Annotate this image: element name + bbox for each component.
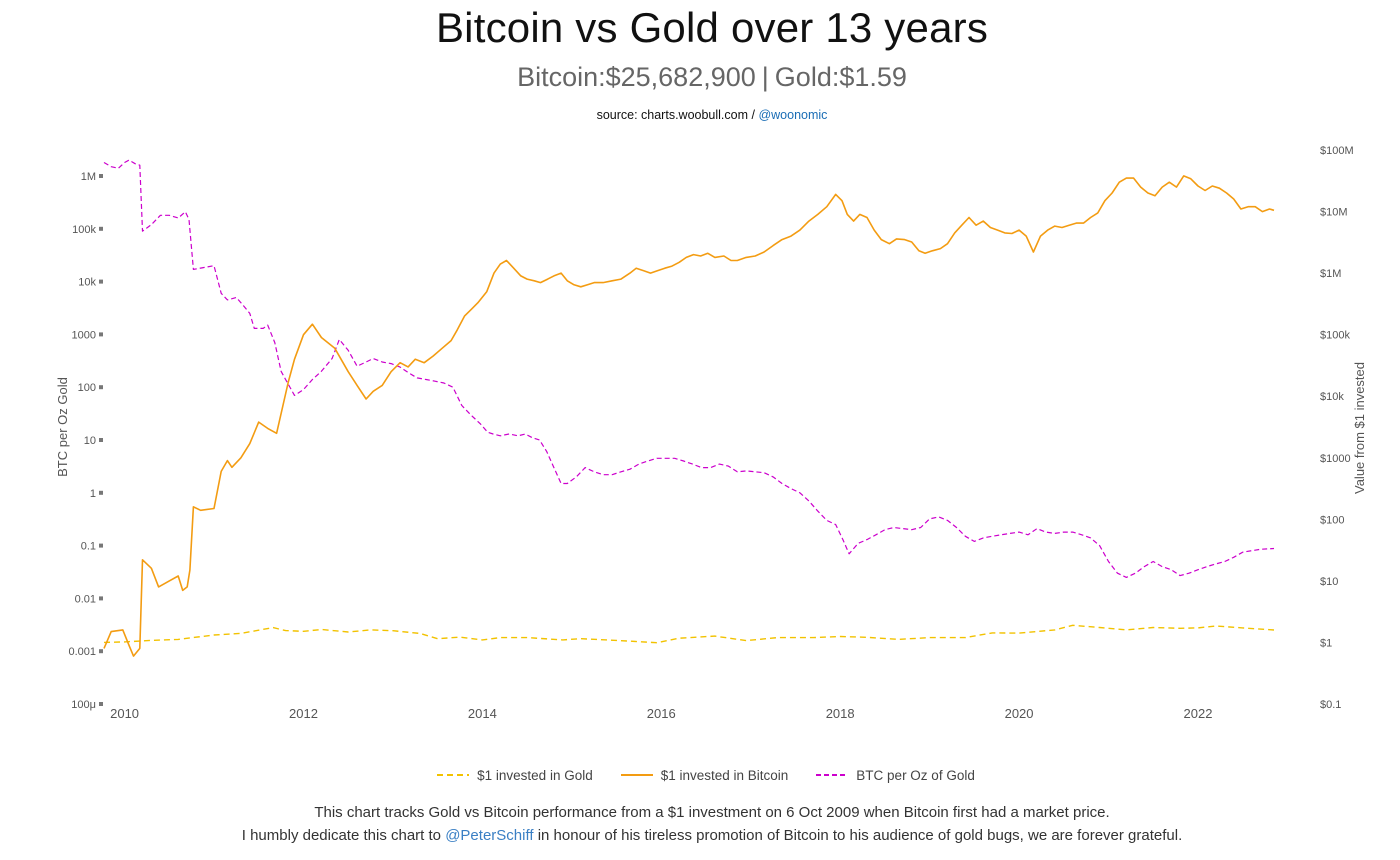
x-tick-label: 2016 xyxy=(647,706,676,721)
legend-label: $1 invested in Gold xyxy=(477,767,593,783)
chart-title: Bitcoin vs Gold over 13 years xyxy=(435,4,989,51)
footnote-line-2: I humbly dedicate this chart to @PeterSc… xyxy=(0,827,1400,844)
y-right-tick-label: $100 xyxy=(1320,514,1344,526)
y-left-tick-mark xyxy=(99,649,103,654)
series-btc-per-oz-line xyxy=(103,159,1275,578)
legend-item-gold[interactable]: $1 invested in Gold xyxy=(437,768,593,783)
y-left-tick-mark xyxy=(99,490,103,495)
chart-subtitle: Bitcoin:$25,682,900 | Gold:$1.59 xyxy=(0,62,1400,93)
y-left-tick-label: 1 xyxy=(90,488,96,500)
y-left-tick-label: 0.001 xyxy=(68,646,96,658)
y-right-tick-label: $0.1 xyxy=(1320,699,1341,711)
y-right-tick-label: $10M xyxy=(1320,207,1348,219)
x-tick-label: 2012 xyxy=(289,706,318,721)
legend-label: BTC per Oz of Gold xyxy=(856,767,975,783)
legend-swatch xyxy=(620,774,653,776)
y-left-tick-label: 1000 xyxy=(72,329,96,341)
y-right-axis-title: Value from $1 invested xyxy=(1352,362,1367,494)
chart-legend: $1 invested in Gold $1 invested in Bitcoi… xyxy=(0,764,1400,783)
legend-label: $1 invested in Bitcoin xyxy=(660,767,789,783)
y-left-tick-label: 0.01 xyxy=(75,593,96,605)
y-left-tick-label: 10 xyxy=(84,435,96,447)
source-line: source: charts.woobull.com / @woonomic xyxy=(0,108,1400,122)
x-tick-label: 2018 xyxy=(826,706,855,721)
source-link[interactable]: @woonomic xyxy=(758,108,828,122)
footnote-line-1: This chart tracks Gold vs Bitcoin perfor… xyxy=(314,804,1110,821)
y-right-tick-label: $100k xyxy=(1320,330,1350,342)
x-tick-label: 2010 xyxy=(110,706,139,721)
y-left-tick-label: 1M xyxy=(81,171,96,183)
footnote-prefix: I humbly dedicate this chart to xyxy=(241,827,442,844)
x-tick-label: 2014 xyxy=(468,706,497,721)
legend-swatch xyxy=(437,774,470,776)
y-left-tick-mark xyxy=(99,438,103,442)
y-left-tick-label: 100μ xyxy=(71,699,96,711)
y-left-tick-mark xyxy=(99,226,103,231)
x-tick-label: 2020 xyxy=(1005,706,1034,721)
subtitle-gold-value: Gold:$1.59 xyxy=(774,62,907,92)
legend-swatch xyxy=(816,774,849,776)
legend-item-btc-per-oz[interactable]: BTC per Oz of Gold xyxy=(816,768,975,783)
series-bitcoin-line xyxy=(103,175,1275,657)
y-left-tick-mark xyxy=(99,174,103,178)
chart-canvas: 1M 100k 10k 1000 100 10 1 0.1 0.01 0.001 100μ $100M… xyxy=(55,145,1367,721)
subtitle-separator: | xyxy=(761,62,769,92)
y-left-axis-title: BTC per Oz Gold xyxy=(55,377,70,477)
y-left-tick-mark xyxy=(99,543,103,548)
y-right-tick-label: $10k xyxy=(1320,391,1344,403)
legend-item-bitcoin[interactable]: $1 invested in Bitcoin xyxy=(620,767,789,783)
peterschiff-link[interactable]: @PeterSchiff xyxy=(445,827,534,844)
subtitle-bitcoin-value: Bitcoin:$25,682,900 xyxy=(517,62,756,92)
y-left-tick-mark xyxy=(99,332,103,337)
y-right-tick-label: $1M xyxy=(1320,268,1341,280)
y-left-tick-mark xyxy=(99,279,103,284)
y-right-tick-label: $1 xyxy=(1320,637,1332,649)
y-left-tick-mark xyxy=(99,702,103,706)
y-left-tick-mark xyxy=(99,385,103,390)
footnote-suffix: in honour of his tireless promotion of B… xyxy=(537,827,1183,844)
y-left-tick-mark xyxy=(99,596,103,601)
y-right-tick-label: $1000 xyxy=(1320,453,1351,465)
y-left-tick-label: 100k xyxy=(72,224,96,236)
series-gold-line xyxy=(103,624,1275,644)
y-right-tick-label: $100M xyxy=(1320,145,1354,157)
source-text: source: charts.woobull.com / xyxy=(596,108,755,122)
y-right-tick-label: $10 xyxy=(1320,576,1338,588)
y-left-tick-label: 100 xyxy=(78,382,96,394)
y-left-tick-label: 0.1 xyxy=(81,541,96,553)
x-tick-label: 2022 xyxy=(1184,706,1213,721)
y-left-tick-label: 10k xyxy=(78,277,96,289)
